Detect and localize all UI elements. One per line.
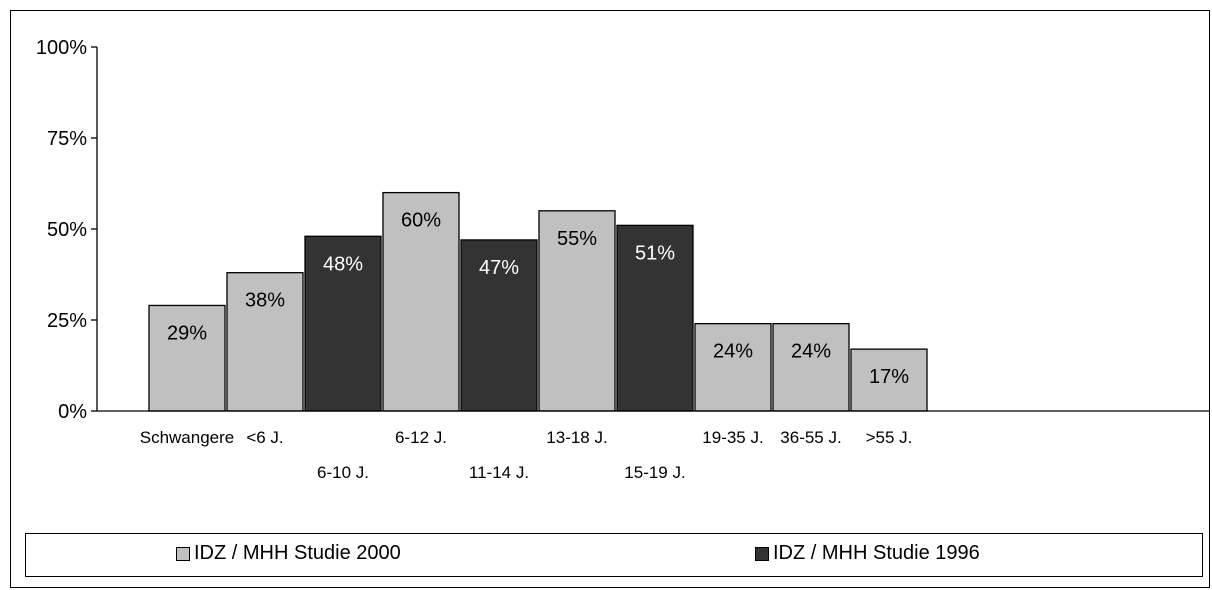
legend-swatch-1996: [755, 546, 769, 561]
x-tick-label: 6-12 J.: [395, 428, 447, 447]
bar-2000: [850, 348, 928, 412]
chart-frame: 0% 25% 50% 75% 100% 29% 38% 60% 55% 24% 24% 17% 48% 4…: [10, 10, 1210, 588]
x-tick-label: 15-19 J.: [624, 463, 685, 482]
data-label: 24%: [713, 341, 753, 363]
x-tick-label: 6-10 J.: [317, 463, 369, 482]
data-label: 24%: [791, 341, 831, 363]
bar-2000: [538, 210, 616, 412]
x-tick-label: <6 J.: [246, 428, 283, 447]
data-label: 47%: [479, 257, 519, 279]
legend-label-1996: IDZ / MHH Studie 1996: [773, 542, 980, 564]
bar-2000: [382, 191, 460, 412]
y-tick-label: 75%: [47, 128, 87, 150]
x-tick-label: 11-14 J.: [469, 463, 529, 482]
legend-item-1996: IDZ / MHH Studie 1996: [755, 542, 980, 565]
y-tick-label: 0%: [58, 401, 87, 423]
data-label: 17%: [869, 366, 909, 388]
data-label: 60%: [401, 210, 441, 232]
x-tick-label: 19-35 J.: [702, 428, 763, 447]
bar-1996: [616, 224, 694, 412]
chart-legend: IDZ / MHH Studie 2000 IDZ / MHH Studie 1…: [25, 533, 1203, 577]
legend-item-2000: IDZ / MHH Studie 2000: [176, 542, 401, 565]
x-tick-label: 36-55 J.: [780, 428, 841, 447]
x-tick-label: Schwangere: [140, 428, 235, 447]
data-label: 55%: [557, 228, 597, 250]
y-tick-label: 100%: [36, 37, 87, 59]
y-tick-label: 50%: [47, 219, 87, 241]
data-label: 29%: [167, 322, 207, 344]
y-tick-label: 25%: [47, 310, 87, 332]
bar-2000: [772, 322, 850, 412]
bar-2000: [694, 322, 772, 412]
data-label: 51%: [635, 242, 675, 264]
bar-2000: [148, 304, 226, 412]
legend-label-2000: IDZ / MHH Studie 2000: [194, 542, 401, 564]
data-label: 38%: [245, 290, 285, 312]
chart-plot: 0% 25% 50% 75% 100% 29% 38% 60% 55% 24% 24% 17% 48% 4…: [36, 37, 1210, 482]
x-tick-label: >55 J.: [866, 428, 913, 447]
data-label: 48%: [323, 253, 363, 275]
x-tick-label: 13-18 J.: [546, 428, 607, 447]
bar-1996: [304, 235, 382, 412]
legend-swatch-2000: [176, 546, 190, 561]
bar-1996: [460, 239, 538, 412]
